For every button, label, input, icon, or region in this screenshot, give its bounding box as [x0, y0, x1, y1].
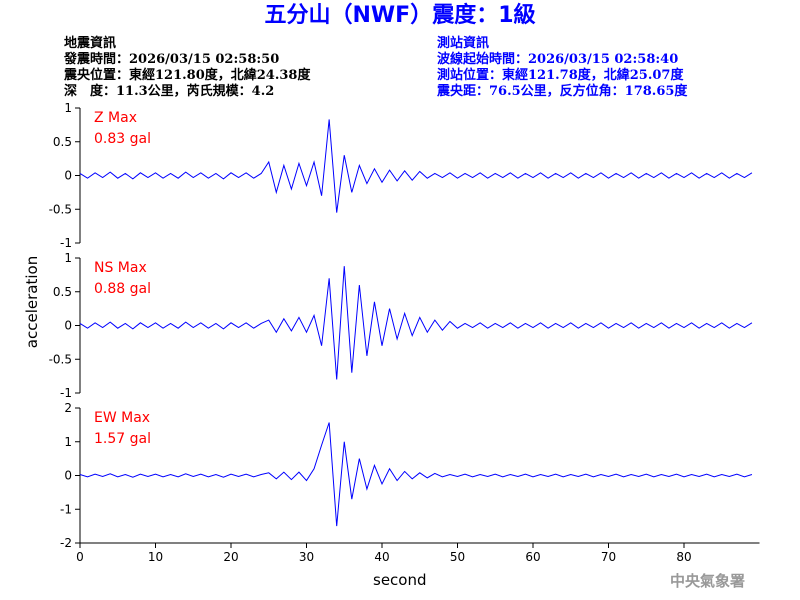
- waveform: [79, 422, 753, 527]
- title: 五分山（NWF）震度：1級: [264, 2, 535, 28]
- x-tick-label: 40: [374, 550, 389, 564]
- x-axis-label: second: [373, 571, 427, 589]
- y-tick-label: 0: [64, 319, 72, 333]
- max-label: 1.57 gal: [94, 431, 151, 447]
- x-tick-label: 0: [76, 550, 84, 564]
- y-tick-label: 0: [64, 469, 72, 483]
- y-tick-label: 0.5: [53, 135, 72, 149]
- x-tick-label: 60: [525, 550, 540, 564]
- x-tick-label: 50: [450, 550, 465, 564]
- component-label: Z Max: [94, 110, 137, 126]
- max-label: 0.88 gal: [94, 281, 151, 297]
- x-tick-label: 70: [601, 550, 616, 564]
- y-tick-label: 1: [64, 435, 72, 449]
- footer: 中央氣象署: [670, 572, 745, 590]
- x-tick-label: 10: [148, 550, 163, 564]
- y-tick-label: 0.5: [53, 285, 72, 299]
- x-tick-label: 30: [299, 550, 314, 564]
- quake-info: 震央位置：東經121.80度，北緯24.38度: [63, 67, 311, 83]
- y-tick-label: -1: [60, 386, 72, 400]
- y-tick-label: -0.5: [49, 352, 72, 366]
- x-tick-label: 20: [223, 550, 238, 564]
- y-tick-label: 1: [64, 251, 72, 265]
- x-tick-label: 80: [676, 550, 691, 564]
- y-tick-label: -1: [60, 236, 72, 250]
- max-label: 0.83 gal: [94, 131, 151, 147]
- waveform: [79, 266, 753, 380]
- quake-info: 深 度：11.3公里，芮氏規模：4.2: [64, 83, 274, 99]
- y-tick-label: 0: [64, 169, 72, 183]
- y-tick-label: -0.5: [49, 202, 72, 216]
- y-axis-label: acceleration: [23, 256, 41, 348]
- station-info: 測站資訊: [437, 35, 489, 51]
- station-info: 震央距：76.5公里，反方位角：178.65度: [436, 83, 688, 99]
- quake-info: 地震資訊: [64, 35, 116, 51]
- y-tick-label: -1: [60, 502, 72, 516]
- quake-info: 發震時間：2026/03/15 02:58:50: [63, 51, 279, 67]
- y-tick-label: 2: [64, 401, 72, 415]
- component-label: NS Max: [94, 260, 147, 276]
- y-tick-label: 1: [64, 101, 72, 115]
- station-info: 測站位置：東經121.78度，北緯25.07度: [437, 67, 684, 83]
- waveform: [79, 119, 753, 213]
- station-info: 波線起始時間：2026/03/15 02:58:40: [437, 51, 678, 67]
- y-tick-label: -2: [60, 536, 72, 550]
- component-label: EW Max: [94, 410, 150, 426]
